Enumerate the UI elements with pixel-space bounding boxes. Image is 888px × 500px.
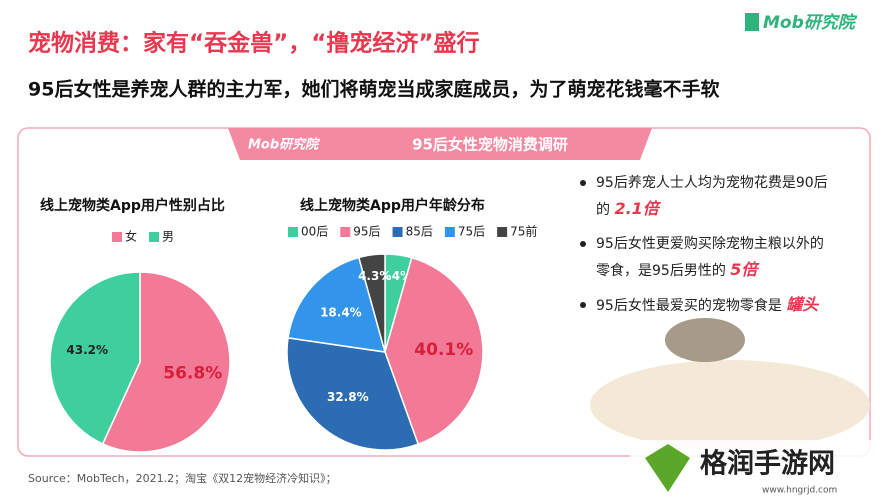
pie-slice [357, 253, 386, 353]
bullet-text: 的 [596, 202, 615, 218]
bullet-line: 的 2.1倍 [596, 196, 858, 223]
bullet: 95后养宠人士人均为宠物花费是90后的 2.1倍 [578, 170, 858, 223]
page-title: 宠物消费：家有“吞金兽”，“撸宠经济”盛行 [28, 30, 479, 57]
cat-illustration [665, 318, 745, 362]
panel-logo: Mob研究院 [248, 137, 321, 153]
pet-illustration [590, 360, 870, 450]
legend-swatch [340, 227, 351, 237]
chart-title: 线上宠物类App用户年龄分布 [300, 197, 485, 214]
legend-label: 女 [125, 229, 137, 244]
pie-slice [384, 256, 484, 446]
legend-swatch [288, 227, 298, 237]
bullet: 95后女性最爱买的宠物零食是 罐头 [578, 292, 858, 319]
legend-label: 75前 [510, 224, 537, 239]
highlight: 罐头 [786, 295, 819, 314]
watermark-url: www.hngrjd.com [762, 486, 837, 496]
legend-label: 85后 [406, 225, 433, 239]
highlight: 2.1倍 [614, 199, 659, 218]
legend-swatch [112, 232, 122, 242]
bullet-text: 95后养宠人士人均为宠物花费是90后 [596, 175, 828, 191]
pie-slice [287, 256, 387, 353]
legend-swatch [497, 227, 508, 237]
data-label: 56.8% [163, 363, 222, 383]
legend-label: 75后 [458, 225, 485, 239]
bullet-text: 零食，是95后男性的 [596, 263, 731, 279]
source: Source：MobTech，2021.2；淘宝《双12宠物经济冷知识》； [28, 471, 337, 485]
bullet-line: 95后女性最爱买的宠物零食是 罐头 [596, 292, 858, 319]
pie-slice [286, 337, 420, 451]
bullet-text: 95后女性最爱买的宠物零食是 [596, 298, 787, 314]
pie-slice [49, 271, 141, 445]
legend-swatch [444, 227, 455, 237]
watermark-icon [645, 444, 690, 492]
bullet-line: 95后女性更爱购买除宠物主粮以外的 [596, 231, 858, 257]
data-label: 4.4% [379, 269, 412, 283]
legend-label: 00后 [301, 225, 328, 239]
panel-title: 95后女性宠物消费调研 [412, 136, 568, 154]
data-label: 43.2% [66, 343, 108, 357]
legend-label: 95后 [353, 225, 380, 239]
chart-title: 线上宠物类App用户性别占比 [40, 197, 225, 214]
bullet-line: 零食，是95后男性的 5倍 [596, 257, 858, 284]
pie-slice [101, 271, 231, 453]
legend-swatch [392, 227, 403, 237]
data-label: 18.4% [320, 306, 362, 320]
data-label: 40.1% [414, 340, 473, 360]
highlight: 5倍 [730, 260, 758, 279]
data-label: 32.8% [327, 390, 369, 404]
panel-header [228, 128, 652, 160]
bullet-list: 95后养宠人士人均为宠物花费是90后的 2.1倍 95后女性更爱购买除宠物主粮以外… [578, 170, 858, 327]
logo-icon [745, 13, 759, 31]
watermark-site: 格润手游网 [700, 448, 835, 480]
logo: Mob研究院 [763, 13, 858, 33]
bullet: 95后女性更爱购买除宠物主粮以外的 零食，是95后男性的 5倍 [578, 231, 858, 284]
legend-label: 男 [162, 230, 174, 244]
bullet-line: 95后养宠人士人均为宠物花费是90后 [596, 170, 858, 196]
legend-swatch [149, 232, 160, 242]
data-label: 4.3% [358, 269, 391, 283]
bullet-text: 95后女性更爱购买除宠物主粮以外的 [596, 236, 824, 252]
page-subtitle: 95后女性是养宠人群的主力军，她们将萌宠当成家庭成员，为了萌宠花钱毫不手软 [28, 78, 719, 101]
